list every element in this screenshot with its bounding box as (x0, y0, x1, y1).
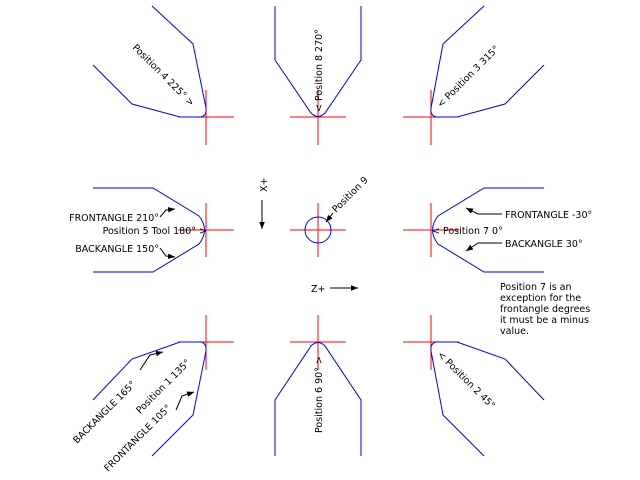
label-backangle-30: BACKANGLE 30° (505, 239, 583, 250)
label-backangle-165: BACKANGLE 165° (71, 379, 138, 446)
tool-outline-position-9 (304, 216, 332, 244)
label-frontangle-minus30: FRONTANGLE -30° (505, 210, 592, 221)
leader-position-9 (325, 212, 334, 223)
label-position-9: Position 9 (330, 175, 370, 215)
label-position-6: Position 6 90° > (314, 356, 325, 433)
note-line-1: Position 7 is an (500, 282, 572, 293)
label-position-2: < Position 2 45° (435, 349, 497, 411)
leader-backangle-30 (465, 242, 502, 252)
tool-outline-position-5 (93, 187, 205, 273)
note-line-2: exception for the (500, 293, 581, 304)
tool-outline-position-1 (92, 341, 207, 457)
label-position-8: < Position 8 270° (314, 29, 325, 112)
crosshair-position-7 (403, 203, 459, 257)
note-line-3: frontangle degrees (500, 304, 590, 315)
crosshair-position-9 (290, 203, 346, 257)
tool-outline-position-2 (430, 341, 545, 457)
crosshair-position-5 (178, 203, 234, 257)
tool-outline-position-8 (274, 6, 362, 117)
label-frontangle-105: FRONTANGLE 105° (102, 403, 173, 474)
label-backangle-150: BACKANGLE 150° (75, 244, 159, 255)
note-line-5: value. (500, 326, 529, 337)
leader-frontangle-105 (175, 391, 195, 411)
label-position-7: < Position 7 0° (432, 226, 503, 237)
label-position-4: Position 4 225° > (130, 42, 196, 108)
label-position-3: < Position 3 315° (435, 44, 501, 110)
z-axis-label: Z+ (311, 284, 325, 295)
label-position-5: Position 5 Tool 180° > (103, 226, 207, 237)
label-frontangle-210: FRONTANGLE 210° (69, 213, 159, 224)
leader-backangle-165 (139, 350, 164, 371)
note-line-4: it must be a minus (500, 315, 589, 326)
note-position-7-exception: Position 7 is an exception for the front… (500, 282, 590, 337)
leader-backangle-150 (159, 247, 176, 260)
tool-outline-position-3 (430, 5, 545, 118)
x-axis-label: X+ (259, 178, 270, 192)
leader-frontangle-210 (159, 206, 176, 218)
leader-frontangle-minus30 (465, 207, 502, 215)
tool-outline-position-7 (432, 187, 544, 273)
tool-outline-position-4 (92, 5, 207, 118)
tool-outline-position-6 (274, 342, 362, 456)
